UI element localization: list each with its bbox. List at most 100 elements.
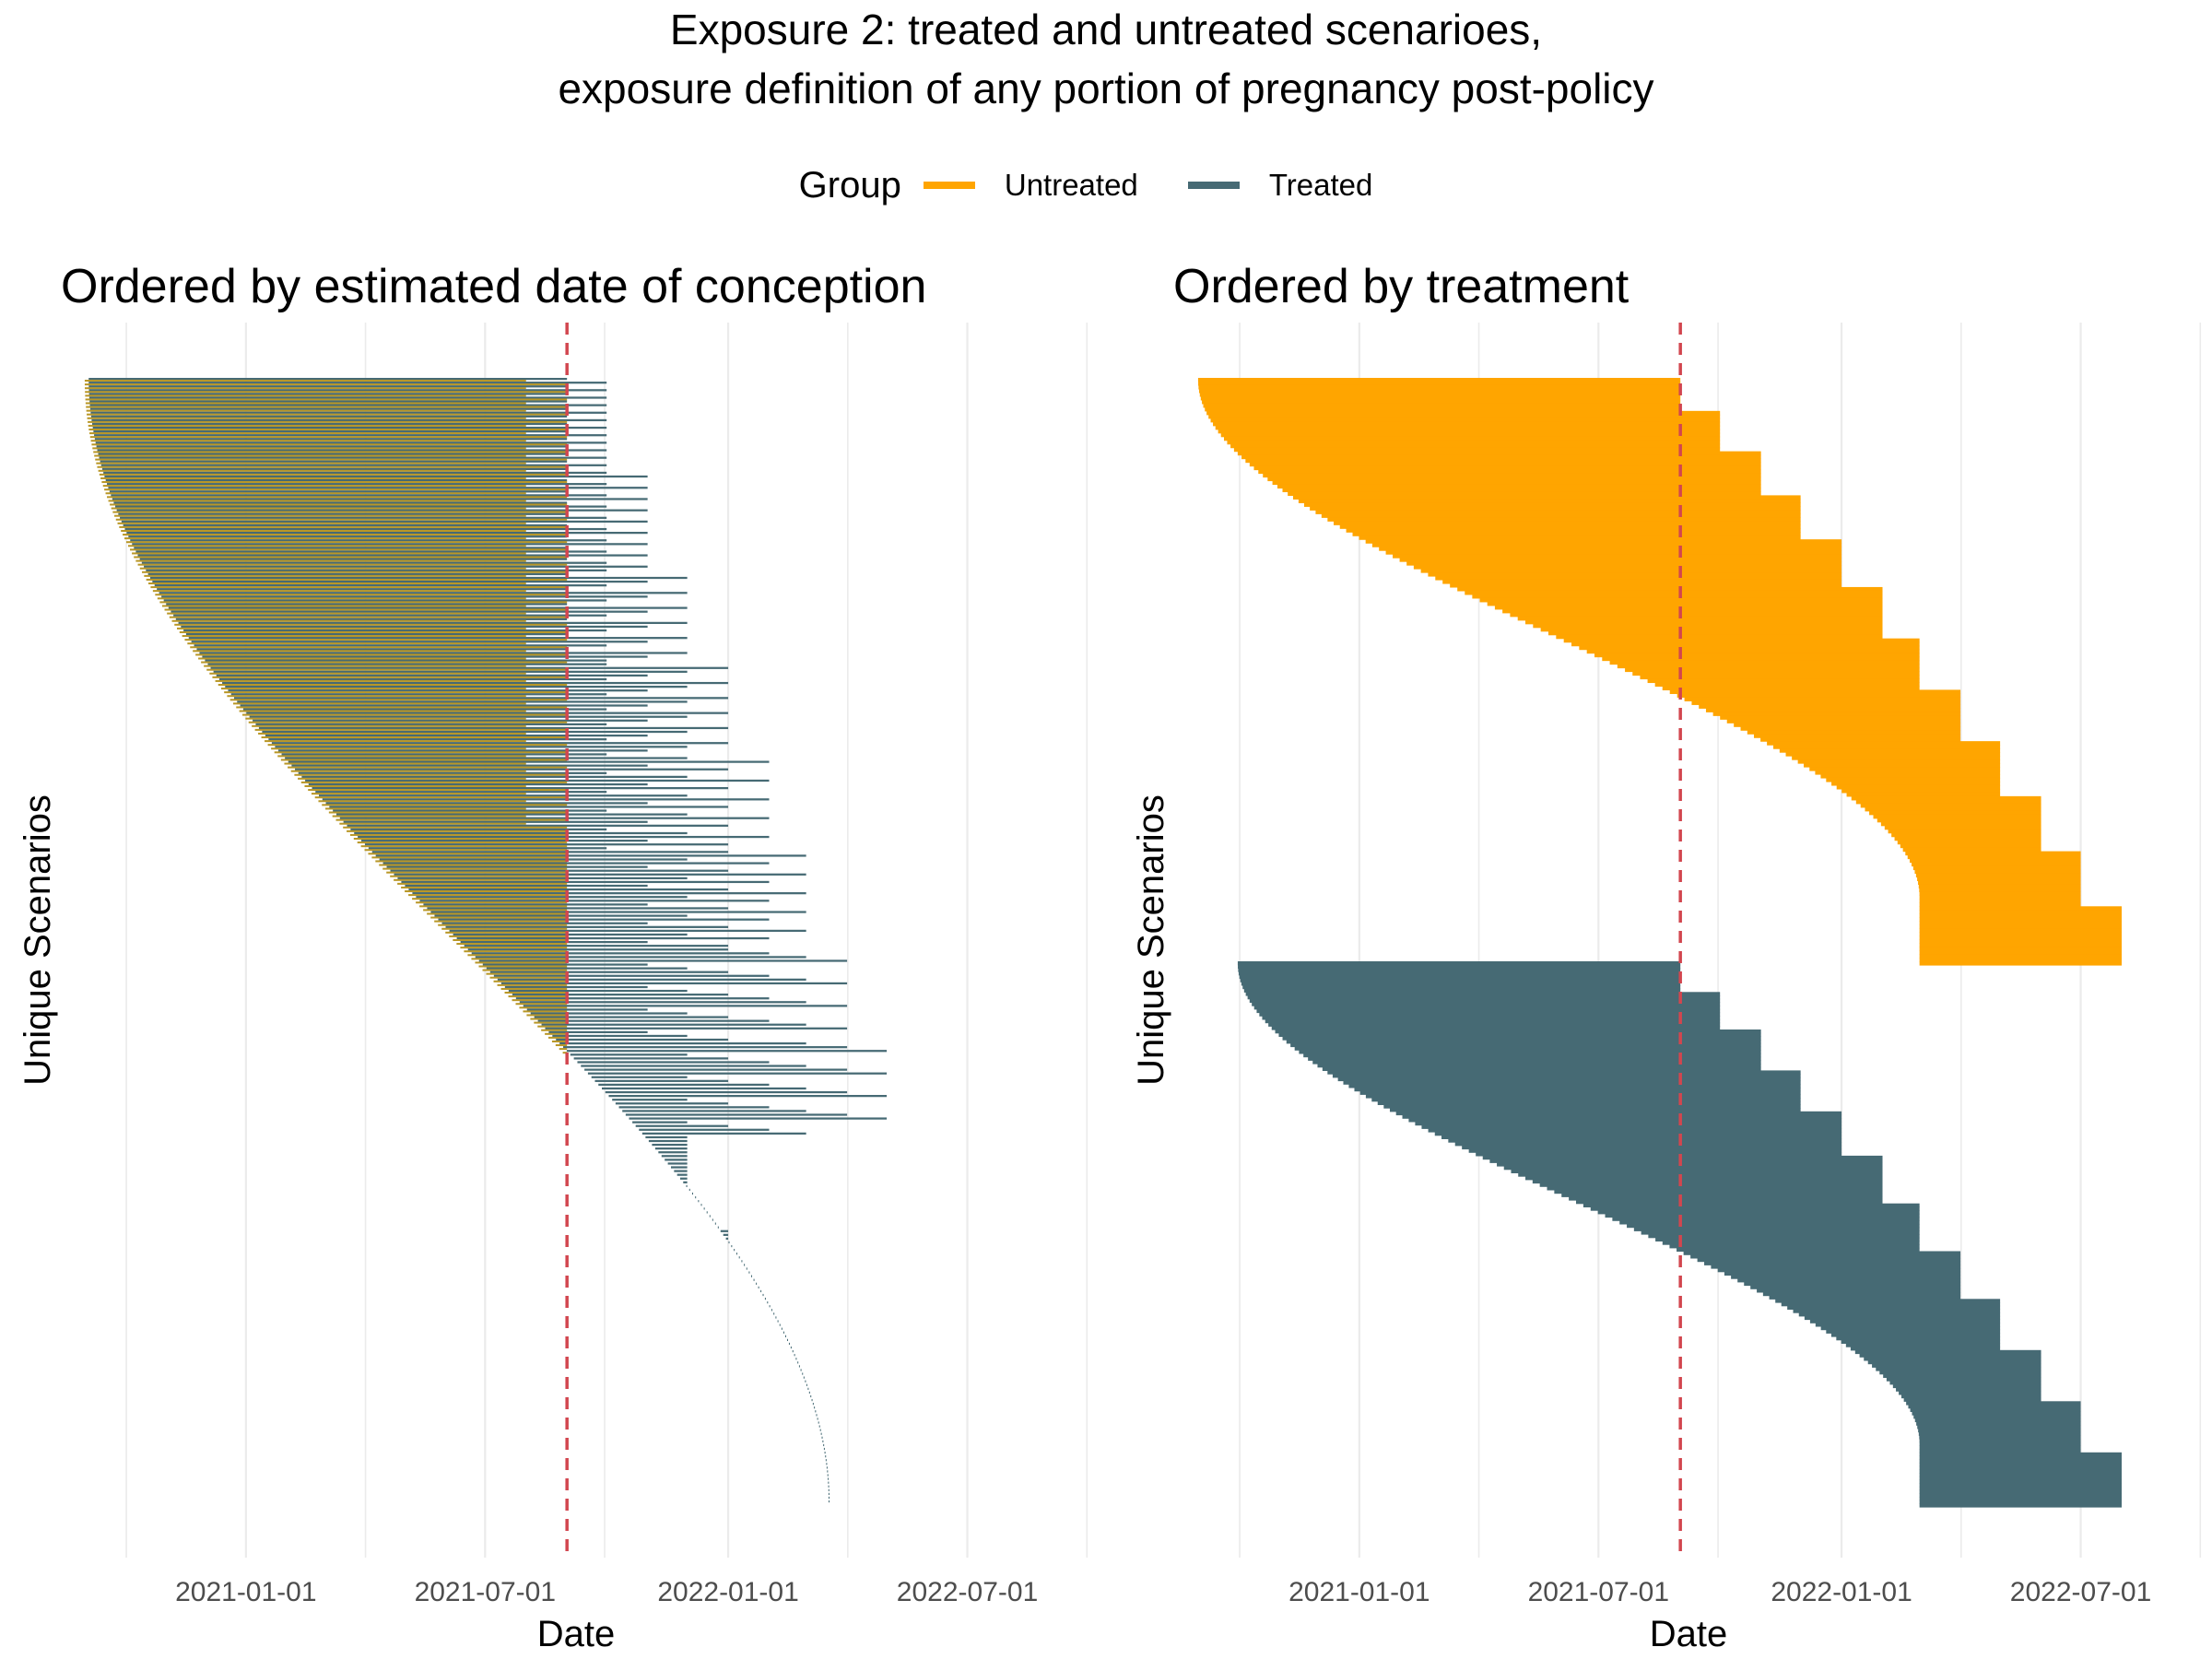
scenario-bar-treated (823, 1443, 825, 1447)
scenario-bar-treated (537, 1019, 770, 1022)
scenario-bar-treated (89, 400, 568, 403)
scenario-bar-untreated (271, 747, 526, 750)
scenario-bar-untreated (311, 793, 526, 795)
scenario-bar-untreated (360, 845, 568, 848)
scenario-bar-treated (135, 550, 607, 553)
scenario-bar-untreated (1198, 388, 1681, 394)
scenario-bar-treated (1365, 1094, 1801, 1099)
scenario-bar-treated (364, 843, 729, 846)
y-axis-title-right: Unique Scenarios (1131, 794, 1171, 1086)
scenario-bar-treated (262, 730, 688, 734)
scenario-bar-treated (199, 652, 688, 654)
scenario-bar-treated (1919, 1486, 2122, 1491)
scenario-bar-untreated (1450, 582, 1842, 588)
scenario-bar-treated (161, 595, 648, 598)
scenario-bar-untreated (1371, 543, 1842, 547)
scenario-bar-treated (811, 1398, 813, 1402)
scenario-bar-untreated (1919, 924, 2122, 929)
scenario-bar-untreated (464, 950, 568, 953)
scenario-bar-treated (1303, 1053, 1761, 1058)
scenario-bar-treated (602, 1087, 806, 1090)
x-tick-label: 2022-07-01 (897, 1577, 1038, 1607)
scenario-bar-untreated (265, 740, 526, 743)
legend-key-treated (1187, 182, 1240, 190)
scenario-bar-untreated (497, 983, 568, 986)
scenario-bar-treated (397, 877, 688, 879)
scenario-bar-treated (233, 697, 729, 700)
scenario-bar-untreated (1333, 521, 1801, 525)
scenario-bar-treated (1238, 968, 1681, 972)
scenario-bar-treated (504, 985, 648, 989)
scenario-bar-treated (115, 505, 607, 508)
scenario-bar-untreated (308, 789, 568, 792)
scenario-bar-treated (1899, 1391, 2041, 1395)
scenario-bar-treated (1448, 1138, 1842, 1143)
scenario-bar-treated (1402, 1114, 1842, 1119)
scenario-bar-untreated (132, 552, 526, 555)
scenario-bar-treated (1737, 1278, 1961, 1283)
scenario-bar-untreated (1233, 447, 1721, 453)
scenario-bar-untreated (386, 871, 568, 874)
scenario-bar-untreated (92, 447, 526, 450)
scenario-bar-treated (1434, 1132, 1842, 1136)
scenario-bar-untreated (1198, 381, 1681, 386)
scenario-bar-untreated (1586, 649, 1920, 654)
scenario-bar-untreated (1919, 895, 2081, 900)
scenario-bar-treated (767, 1301, 769, 1304)
scenario-bar-treated (654, 1147, 688, 1150)
scenario-bar-untreated (1919, 910, 2122, 914)
scenario-bar-untreated (375, 860, 568, 863)
scenario-bar-untreated (1220, 432, 1721, 438)
scenario-bar-untreated (161, 605, 526, 607)
scenario-bar-treated (92, 422, 568, 426)
scenario-bar-untreated (519, 1006, 568, 1009)
scenario-bar-treated (720, 1230, 729, 1232)
scenario-bar-untreated (1215, 425, 1721, 430)
scenario-bar-untreated (537, 1025, 568, 1028)
scenario-bar-untreated (1841, 788, 2001, 794)
scenario-bar-untreated (1873, 814, 2041, 819)
scenario-bar-treated (828, 1492, 830, 1496)
scenario-bar-untreated (1298, 499, 1801, 503)
scenario-bar-untreated (1200, 395, 1681, 401)
scenario-bar-untreated (1860, 803, 2041, 808)
scenario-bar-treated (375, 854, 806, 857)
scenario-bar-treated (124, 527, 607, 531)
scenario-bar-untreated (1315, 510, 1801, 514)
scenario-bar-untreated (1292, 495, 1801, 500)
scenario-bar-treated (615, 1102, 729, 1105)
scenario-bar-treated (438, 918, 770, 921)
scenario-bar-treated (91, 418, 607, 422)
scenario-bar-untreated (1720, 715, 1961, 720)
scenario-bar-untreated (1517, 616, 1883, 621)
scenario-bar-untreated (87, 413, 568, 416)
scenario-bar-treated (191, 641, 648, 643)
scenario-bar-treated (635, 1124, 729, 1127)
scenario-bar-treated (802, 1372, 804, 1375)
scenario-bar-treated (1278, 1032, 1761, 1037)
scenario-bar-untreated (1420, 569, 1842, 573)
scenario-bar-treated (168, 606, 688, 609)
scenario-bar-treated (523, 1005, 848, 1007)
scenario-bar-treated (1525, 1176, 1883, 1181)
scenario-bar-treated (773, 1312, 775, 1315)
scenario-bar-untreated (124, 537, 526, 540)
scenario-bar-untreated (212, 676, 568, 678)
scenario-bar-treated (1569, 1196, 1883, 1201)
scenario-bar-treated (149, 576, 688, 580)
scenario-bar-untreated (1846, 792, 2001, 797)
scenario-bar-treated (281, 753, 607, 756)
panel-left: Ordered by estimated date of conception … (18, 260, 1088, 1654)
scenario-bar-treated (1290, 1042, 1761, 1048)
scenario-bar-untreated (1428, 572, 1842, 577)
scenario-bar-untreated (394, 878, 568, 881)
scenario-bar-treated (1908, 1405, 2081, 1409)
scenario-bar-treated (581, 1065, 806, 1067)
scenario-bar-treated (237, 700, 688, 703)
scenario-bar-treated (1247, 995, 1721, 1000)
scenario-bar-untreated (515, 1003, 568, 1006)
scenario-bar-treated (788, 1342, 790, 1346)
scenario-bar-treated (144, 565, 648, 568)
scenario-bar-treated (1633, 1227, 1920, 1231)
scenario-bar-treated (111, 494, 607, 497)
